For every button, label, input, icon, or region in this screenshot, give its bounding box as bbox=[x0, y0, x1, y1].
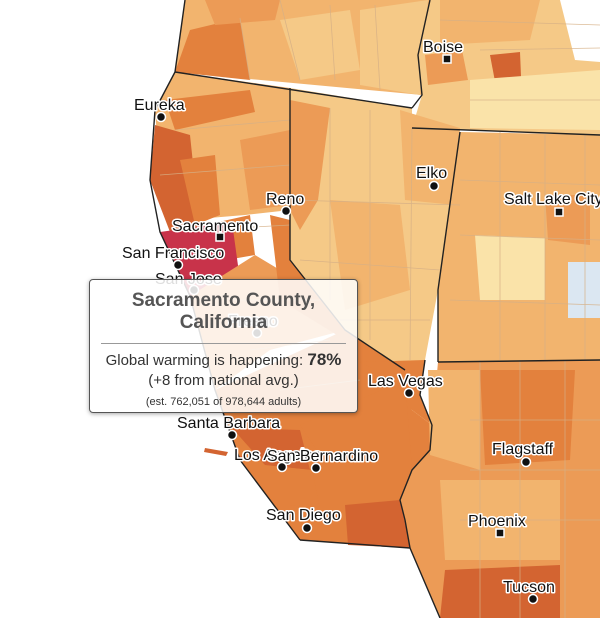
boise-label: Boise bbox=[423, 39, 463, 56]
region-nevada-washoe[interactable] bbox=[290, 100, 330, 230]
flagstaff-marker bbox=[520, 456, 532, 468]
region-utah-west[interactable] bbox=[475, 235, 545, 300]
county-fills bbox=[150, 0, 600, 618]
salt-lake-city-marker bbox=[554, 207, 564, 217]
los-angeles-label: Los Angeles bbox=[234, 447, 321, 464]
san-francisco-label: San Francisco bbox=[122, 245, 224, 262]
phoenix-label: Phoenix bbox=[468, 513, 526, 530]
tucson-marker bbox=[527, 593, 539, 605]
border-mexico bbox=[299, 539, 441, 618]
tooltip-stat-label: Global warming is happening: bbox=[105, 352, 304, 369]
region-oregon-coast[interactable] bbox=[175, 18, 250, 80]
eureka-label: Eureka bbox=[134, 97, 185, 114]
county-tooltip: Sacramento County, California Global war… bbox=[89, 279, 358, 413]
salt-lake-city-label: Salt Lake City bbox=[504, 191, 600, 208]
border-nv-az bbox=[419, 359, 433, 426]
border-nv-ut bbox=[437, 131, 461, 362]
santa-barbara-label: Santa Barbara bbox=[177, 415, 280, 432]
san-bernardino-marker bbox=[310, 462, 322, 474]
region-oregon-nw[interactable] bbox=[205, 0, 280, 25]
region-ca-la[interactable] bbox=[232, 428, 310, 470]
elko-label: Elko bbox=[416, 165, 447, 182]
tooltip-stat: Global warming is happening: 78% bbox=[90, 350, 357, 371]
flagstaff-label: Flagstaff bbox=[492, 441, 554, 458]
border-id-nv-ut bbox=[411, 127, 600, 136]
region-ca-humboldt[interactable] bbox=[165, 90, 255, 130]
region-oregon-central[interactable] bbox=[280, 10, 360, 80]
tooltip-diff: (+8 from national avg.) bbox=[148, 372, 299, 389]
region-ca-san-bernardino[interactable] bbox=[300, 380, 412, 470]
region-oregon-east[interactable] bbox=[360, 0, 428, 95]
tooltip-estimate: (est. 762,051 of 978,644 adults) bbox=[145, 396, 302, 408]
san-francisco-marker bbox=[172, 259, 184, 271]
tooltip-divider bbox=[101, 343, 346, 344]
region-ca-sierra[interactable] bbox=[240, 130, 290, 210]
region-ca-north-coast[interactable] bbox=[150, 125, 200, 245]
sacramento-marker bbox=[215, 232, 225, 242]
region-arizona-mohave[interactable] bbox=[428, 370, 480, 470]
region-arizona-coconino[interactable] bbox=[480, 370, 575, 465]
phoenix-marker bbox=[495, 528, 505, 538]
region-ca-islands bbox=[204, 448, 252, 461]
eureka-marker bbox=[155, 111, 167, 123]
sacramento-label: Sacramento bbox=[172, 218, 258, 235]
border-or-ca-nv bbox=[174, 71, 413, 109]
region-idaho-north[interactable] bbox=[440, 0, 540, 45]
san-bernardino-label: San Bernardino bbox=[267, 448, 378, 465]
tooltip-stat-value: 78% bbox=[307, 350, 342, 369]
region-arizona-pima[interactable] bbox=[440, 565, 560, 618]
tucson-label: Tucson bbox=[503, 579, 555, 596]
tooltip-title: Sacramento County, California bbox=[131, 290, 316, 333]
region-nevada-clark[interactable] bbox=[360, 360, 432, 425]
san-diego-label: San Diego bbox=[266, 507, 341, 524]
region-idaho-boise[interactable] bbox=[425, 50, 468, 85]
region-utah-below-avg[interactable] bbox=[568, 262, 600, 318]
region-ca-orange[interactable] bbox=[262, 465, 320, 510]
santa-barbara-marker bbox=[226, 429, 238, 441]
border-ut-az bbox=[437, 359, 600, 363]
boise-marker bbox=[442, 54, 452, 64]
las-vegas-label: Las Vegas bbox=[368, 373, 443, 390]
region-nevada-elko[interactable] bbox=[400, 110, 460, 205]
region-ca-imperial[interactable] bbox=[345, 500, 410, 548]
san-diego-marker bbox=[301, 522, 313, 534]
elko-marker bbox=[428, 180, 440, 192]
border-or-id bbox=[411, 0, 431, 109]
border-ca-az bbox=[399, 424, 433, 549]
las-vegas-marker bbox=[403, 387, 415, 399]
reno-marker bbox=[280, 205, 292, 217]
reno-label: Reno bbox=[266, 191, 304, 208]
los-angeles-marker bbox=[276, 461, 288, 473]
